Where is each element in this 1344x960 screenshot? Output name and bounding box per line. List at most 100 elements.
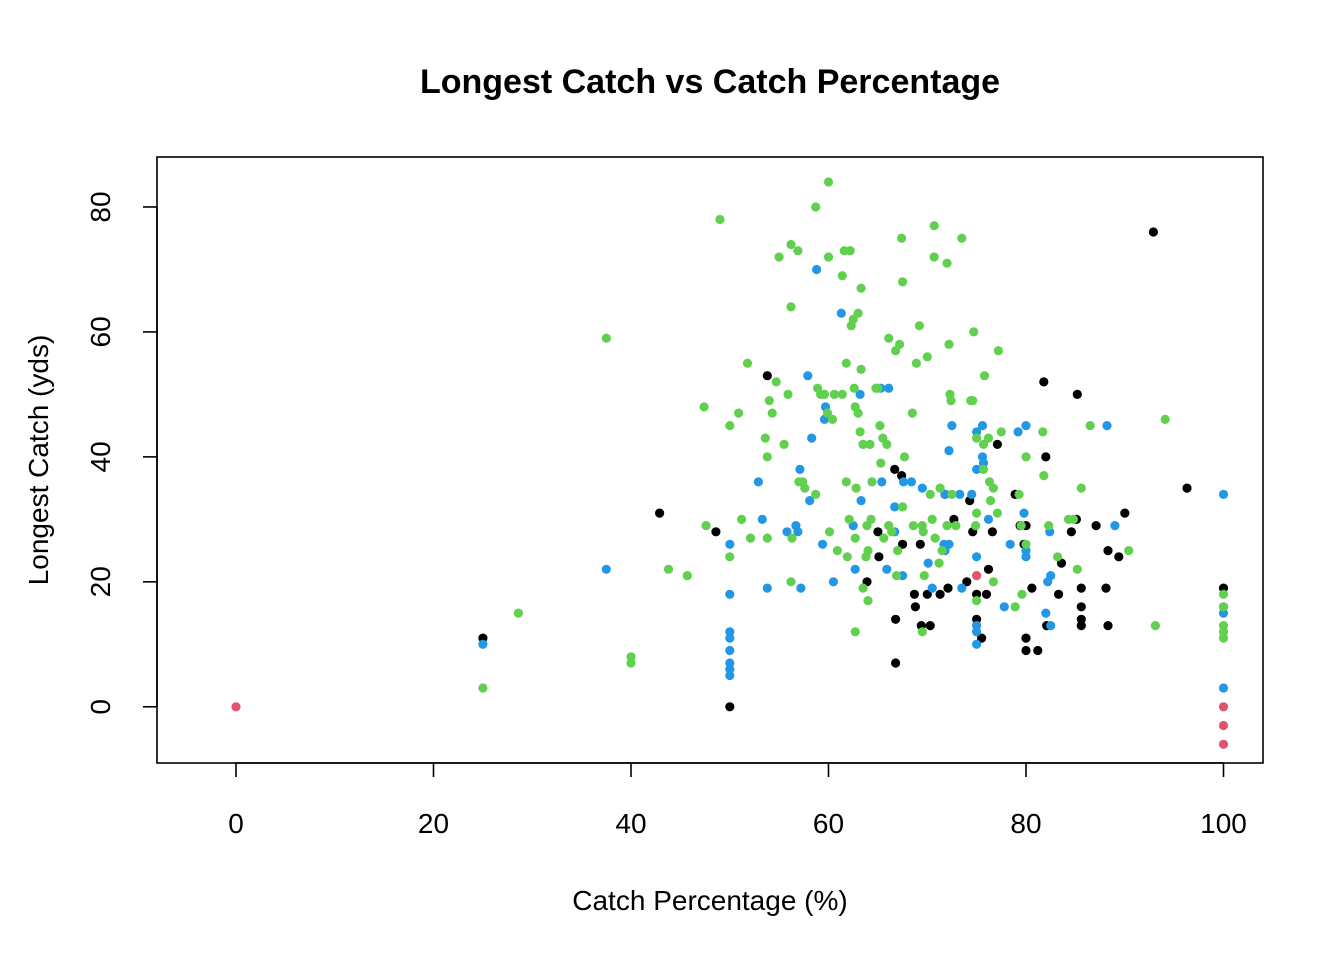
x-tick-label: 40 bbox=[615, 808, 646, 839]
data-point bbox=[898, 502, 908, 512]
data-point bbox=[1041, 452, 1051, 462]
data-point bbox=[655, 508, 665, 518]
data-point bbox=[915, 539, 925, 549]
data-point bbox=[1218, 720, 1229, 731]
data-point bbox=[1016, 521, 1026, 531]
data-point bbox=[701, 521, 711, 531]
data-point bbox=[753, 477, 764, 487]
data-point bbox=[951, 521, 961, 531]
data-point bbox=[858, 583, 868, 593]
data-point bbox=[855, 427, 865, 437]
data-point bbox=[786, 302, 796, 312]
data-point bbox=[981, 589, 992, 599]
data-point bbox=[877, 477, 887, 487]
data-point bbox=[890, 502, 900, 512]
data-point bbox=[898, 539, 908, 549]
data-point bbox=[957, 583, 967, 593]
data-point bbox=[1110, 521, 1120, 531]
data-point bbox=[828, 577, 839, 587]
data-point bbox=[1013, 427, 1023, 437]
data-point bbox=[715, 214, 725, 225]
data-point bbox=[853, 408, 863, 418]
data-point bbox=[829, 389, 840, 399]
data-point bbox=[1072, 564, 1082, 574]
data-point bbox=[891, 658, 901, 668]
data-point bbox=[972, 596, 982, 606]
data-point bbox=[1124, 546, 1134, 556]
data-point bbox=[725, 421, 735, 431]
data-point bbox=[837, 271, 847, 281]
data-point bbox=[855, 389, 865, 399]
data-point bbox=[1160, 414, 1170, 424]
data-point bbox=[925, 489, 935, 499]
data-point bbox=[879, 533, 889, 543]
data-point bbox=[983, 564, 994, 574]
data-point bbox=[1005, 539, 1015, 549]
data-point bbox=[910, 602, 921, 612]
data-point bbox=[944, 446, 954, 456]
data-point bbox=[850, 564, 860, 574]
data-point bbox=[1101, 583, 1111, 593]
data-point bbox=[782, 527, 792, 537]
data-point bbox=[891, 614, 901, 624]
data-point bbox=[682, 571, 692, 581]
data-point bbox=[842, 552, 852, 562]
data-point bbox=[895, 339, 905, 349]
data-point bbox=[848, 314, 858, 324]
data-point bbox=[823, 252, 834, 262]
data-point bbox=[884, 333, 894, 343]
data-point bbox=[1076, 621, 1086, 631]
data-point bbox=[811, 202, 821, 212]
x-axis-label: Catch Percentage (%) bbox=[572, 885, 847, 916]
data-point bbox=[1218, 489, 1229, 499]
data-point bbox=[827, 414, 838, 424]
y-tick-label: 60 bbox=[85, 316, 116, 347]
data-point bbox=[983, 514, 994, 525]
data-point bbox=[1053, 552, 1063, 562]
data-point bbox=[841, 477, 851, 487]
data-point bbox=[972, 571, 982, 581]
data-point bbox=[890, 464, 900, 474]
data-point bbox=[742, 358, 753, 368]
y-axis-label: Longest Catch (yds) bbox=[23, 335, 54, 586]
data-point bbox=[478, 683, 488, 693]
data-point bbox=[918, 527, 928, 537]
data-point bbox=[760, 433, 770, 443]
data-point bbox=[725, 702, 735, 712]
data-point bbox=[934, 558, 944, 568]
data-point bbox=[725, 589, 735, 599]
data-point bbox=[969, 327, 979, 337]
data-point bbox=[971, 521, 981, 531]
data-point bbox=[898, 477, 909, 487]
data-point bbox=[856, 364, 866, 374]
data-point bbox=[1218, 702, 1229, 712]
data-point bbox=[943, 583, 953, 593]
data-point bbox=[1010, 602, 1020, 612]
data-point bbox=[1218, 602, 1229, 612]
data-point bbox=[863, 546, 873, 556]
data-point bbox=[887, 527, 897, 537]
data-point bbox=[725, 633, 735, 643]
data-point bbox=[850, 533, 860, 543]
x-tick-label: 100 bbox=[1200, 808, 1247, 839]
data-point bbox=[725, 552, 735, 562]
data-point bbox=[803, 371, 813, 381]
data-point bbox=[1150, 621, 1160, 631]
data-point bbox=[867, 477, 877, 487]
data-point bbox=[812, 264, 822, 275]
data-point bbox=[725, 658, 735, 668]
data-point bbox=[787, 533, 797, 543]
data-point bbox=[793, 246, 803, 256]
data-point bbox=[914, 321, 925, 331]
points-layer bbox=[231, 177, 1229, 749]
data-point bbox=[1103, 546, 1113, 556]
data-point bbox=[601, 333, 611, 343]
data-point bbox=[818, 539, 828, 549]
data-point bbox=[978, 458, 989, 468]
data-point bbox=[1085, 421, 1095, 431]
x-tick-label: 80 bbox=[1010, 808, 1041, 839]
data-point bbox=[844, 514, 854, 525]
data-point bbox=[866, 514, 876, 525]
data-point bbox=[893, 546, 903, 556]
data-point bbox=[725, 627, 735, 637]
